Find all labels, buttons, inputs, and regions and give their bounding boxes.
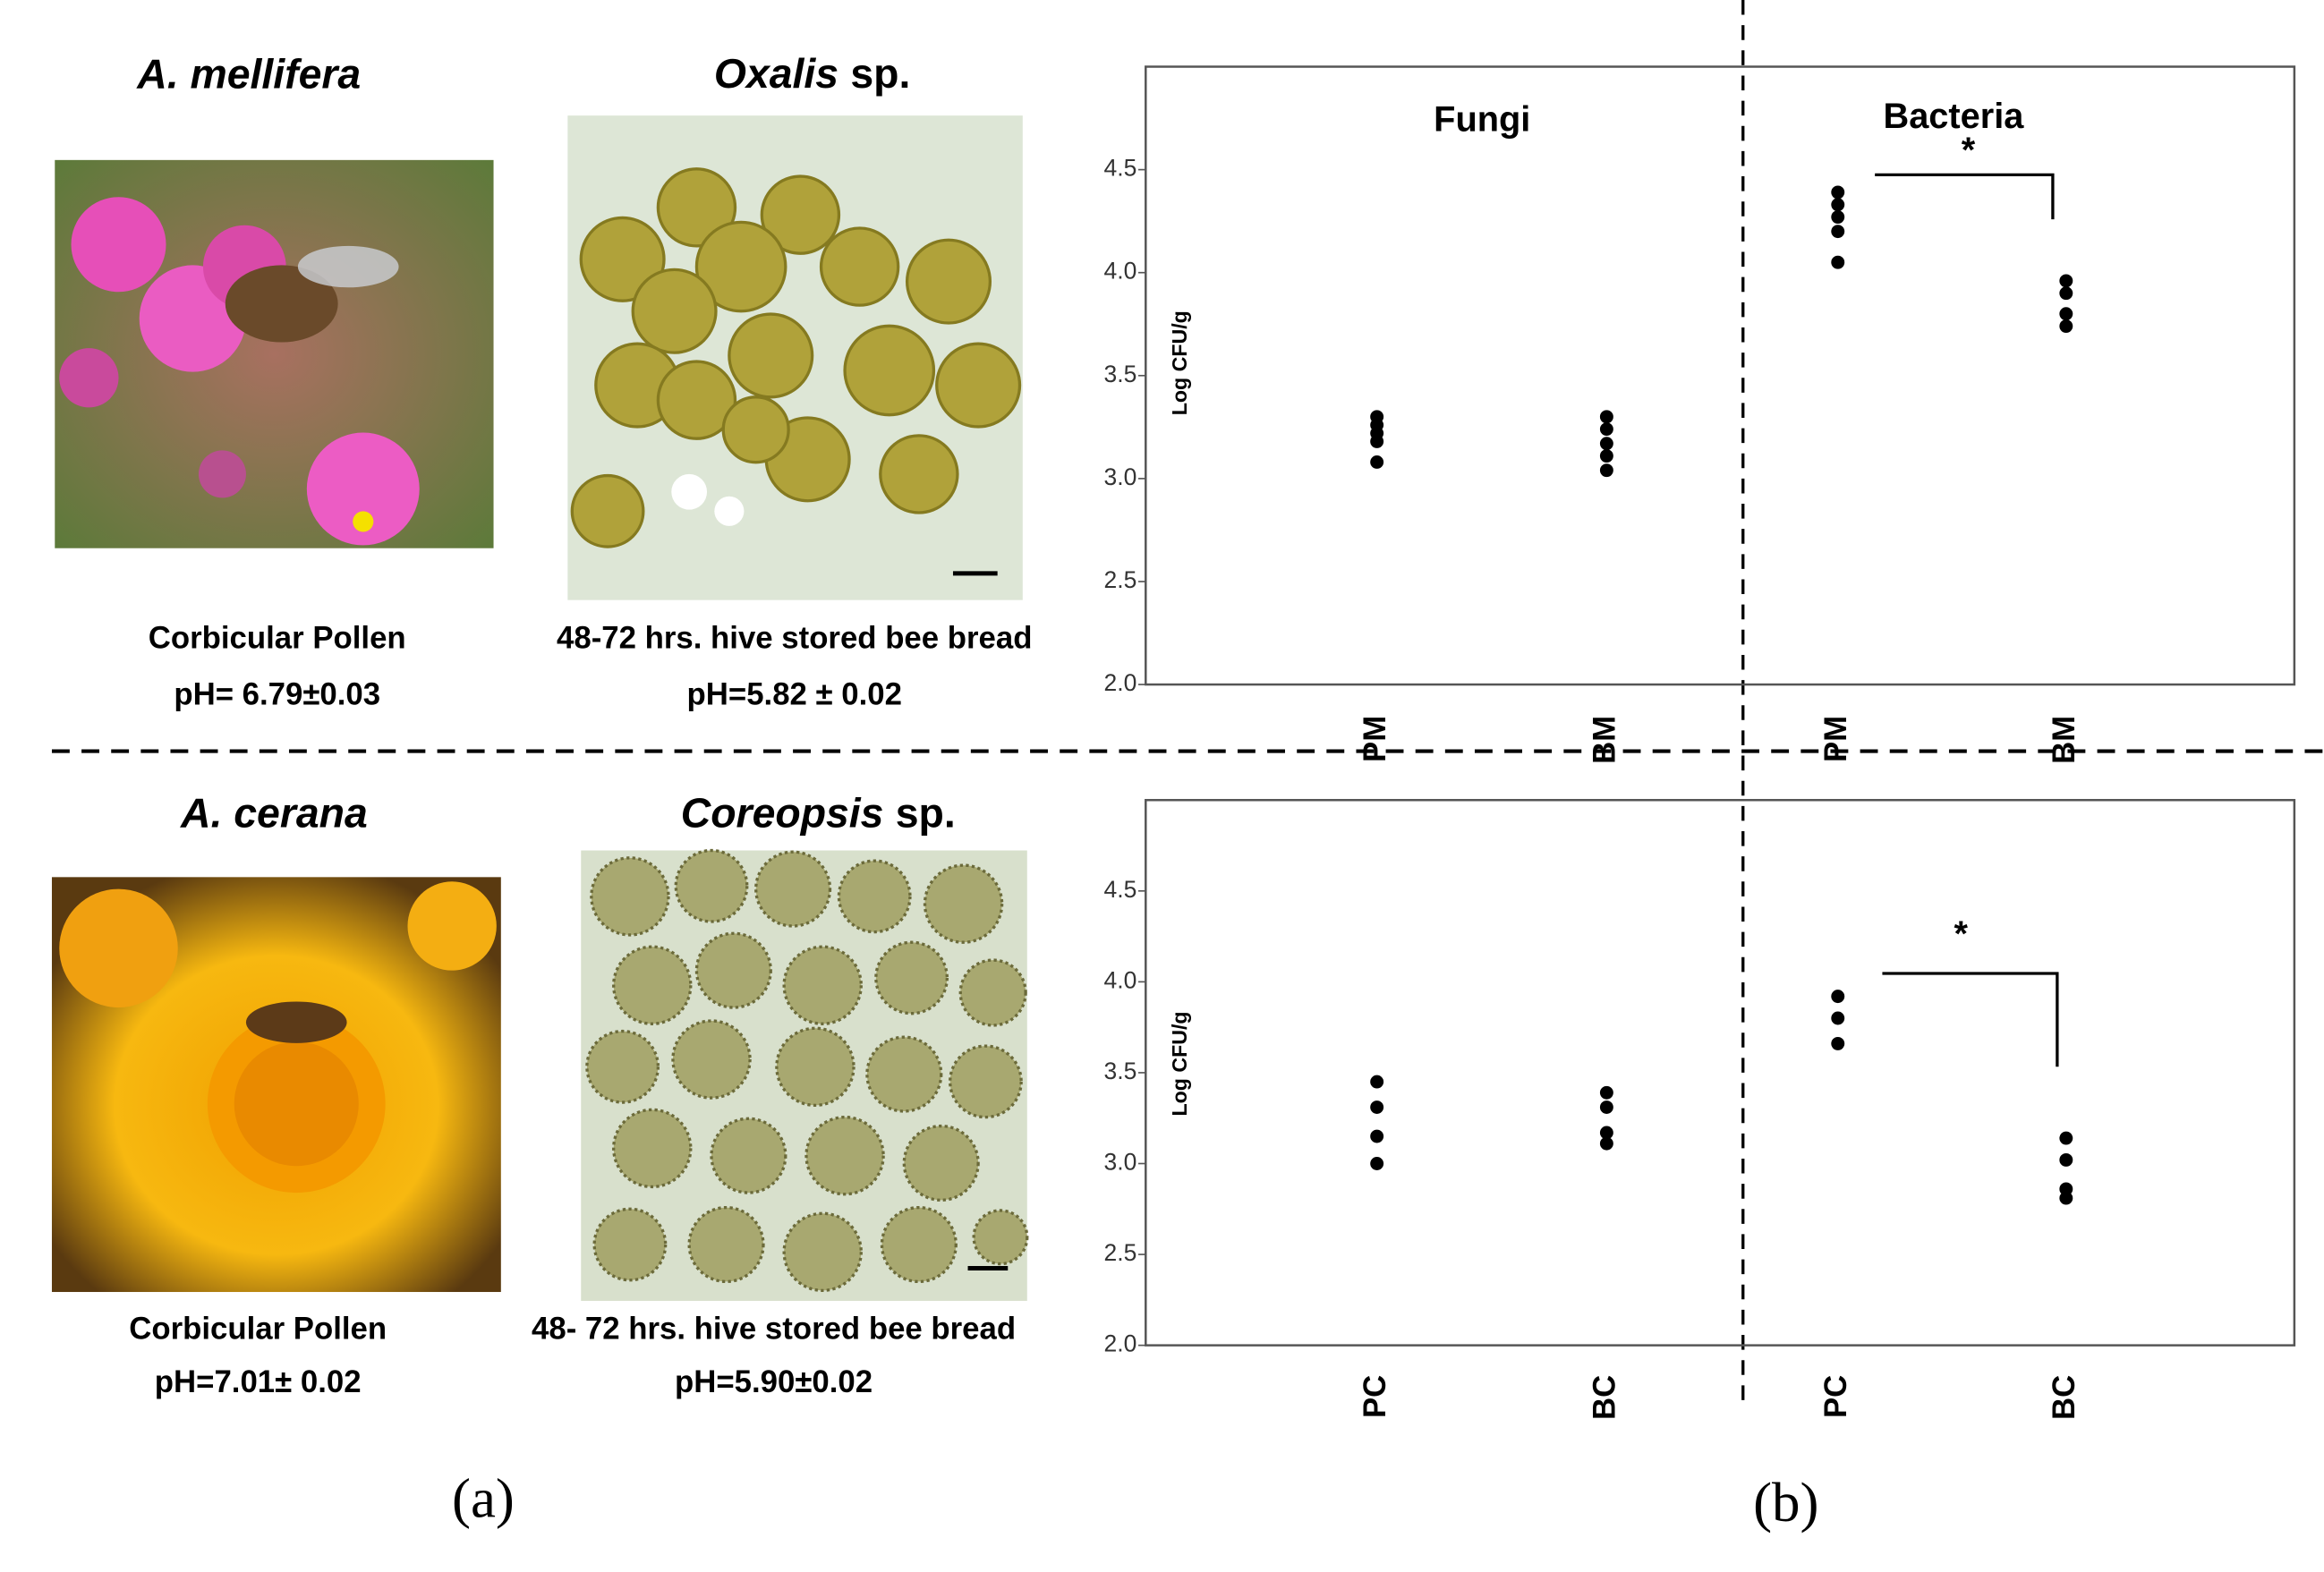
y-tick-label: 2.0 xyxy=(1104,1330,1137,1357)
data-dot xyxy=(1831,255,1845,269)
genus: Oxalis xyxy=(714,50,839,97)
data-dot xyxy=(1370,1129,1384,1143)
category-label: PM xyxy=(1358,716,1392,762)
genus: Coreopsis xyxy=(681,790,884,837)
data-dot xyxy=(2059,1152,2073,1167)
data-dot xyxy=(1599,437,1613,451)
data-dot xyxy=(1599,410,1613,424)
data-dot xyxy=(1831,990,1845,1004)
data-dot xyxy=(1370,1100,1384,1114)
category-label: PC xyxy=(1819,1375,1853,1418)
group-label: Bacteria xyxy=(1884,97,2025,136)
suffix: sp. xyxy=(850,50,910,97)
y-tick-label: 4.5 xyxy=(1104,876,1137,903)
species-title: Oxalis sp. xyxy=(714,50,910,97)
data-dot xyxy=(1599,449,1613,463)
data-dot xyxy=(1599,422,1613,437)
ph-value: pH=7.01± 0.02 xyxy=(155,1365,362,1399)
data-dot xyxy=(2059,274,2073,288)
data-dot xyxy=(1831,225,1845,239)
data-dot xyxy=(1599,463,1613,478)
caption: 48- 72 hrs. hive stored bee bread xyxy=(532,1312,1016,1346)
y-tick-label: 4.0 xyxy=(1104,966,1137,993)
species-title: A. mellifera xyxy=(136,50,361,97)
data-dot xyxy=(1370,410,1384,424)
plot-frame xyxy=(1145,798,2296,1347)
photo-oxalis xyxy=(567,115,1023,600)
data-dot xyxy=(1599,1126,1613,1140)
y-tick-label: 2.5 xyxy=(1104,566,1137,593)
data-dot xyxy=(2059,286,2073,301)
data-dot xyxy=(2059,307,2073,321)
data-dot xyxy=(1370,1075,1384,1089)
suffix: sp. xyxy=(896,790,956,837)
data-dot xyxy=(1599,1100,1613,1114)
group-label: Fungi xyxy=(1434,99,1530,139)
data-dot xyxy=(2059,1131,2073,1145)
y-tick-label: 3.5 xyxy=(1104,1058,1137,1084)
ph-value: pH= 6.79±0.03 xyxy=(174,678,380,712)
category-label: BM xyxy=(2047,716,2081,764)
y-tick-label: 4.0 xyxy=(1104,258,1137,285)
data-dot xyxy=(1370,455,1384,469)
panel-label: (a) xyxy=(452,1466,515,1529)
data-dot xyxy=(1599,1136,1613,1151)
plot-frame xyxy=(1145,65,2296,686)
y-axis-label: Log CFU/g xyxy=(1168,1011,1191,1116)
category-label: BM xyxy=(1588,716,1622,764)
y-tick-label: 3.5 xyxy=(1104,361,1137,387)
data-dot xyxy=(1831,210,1845,225)
data-dot xyxy=(2059,1182,2073,1196)
data-dot xyxy=(1831,185,1845,200)
data-dot xyxy=(2059,319,2073,334)
data-dot xyxy=(1831,198,1845,212)
ph-value: pH=5.82 ± 0.02 xyxy=(687,678,902,712)
significance-mark: * xyxy=(1962,131,1976,170)
data-dot xyxy=(1831,1011,1845,1025)
caption: 48-72 hrs. hive stored bee bread xyxy=(557,622,1032,656)
caption: Corbicular Pollen xyxy=(129,1312,387,1346)
category-label: PC xyxy=(1358,1375,1392,1418)
photo-cerana xyxy=(51,877,501,1293)
caption: Corbicular Pollen xyxy=(149,622,406,656)
y-axis-label: Log CFU/g xyxy=(1168,310,1191,415)
data-dot xyxy=(1831,1036,1845,1050)
y-tick-label: 3.0 xyxy=(1104,463,1137,490)
y-tick-label: 4.5 xyxy=(1104,155,1137,182)
ph-value: pH=5.90±0.02 xyxy=(675,1365,873,1399)
y-tick-label: 2.0 xyxy=(1104,669,1137,696)
species-title: Coreopsis sp. xyxy=(681,790,956,837)
category-label: PM xyxy=(1819,716,1853,762)
significance-bracket xyxy=(1882,972,2059,1067)
data-dot xyxy=(1370,1157,1384,1170)
significance-mark: * xyxy=(1954,914,1968,954)
panel-label: (b) xyxy=(1753,1471,1818,1534)
y-tick-label: 3.0 xyxy=(1104,1149,1137,1176)
category-label: BC xyxy=(1588,1375,1622,1420)
category-label: BC xyxy=(2047,1375,2081,1420)
species-title: A. cerana xyxy=(180,790,368,837)
y-tick-label: 2.5 xyxy=(1104,1239,1137,1266)
data-dot xyxy=(1599,1085,1613,1100)
significance-bracket xyxy=(1875,173,2055,220)
photo-mellifera xyxy=(55,159,494,548)
photo-coreopsis xyxy=(581,848,1029,1301)
